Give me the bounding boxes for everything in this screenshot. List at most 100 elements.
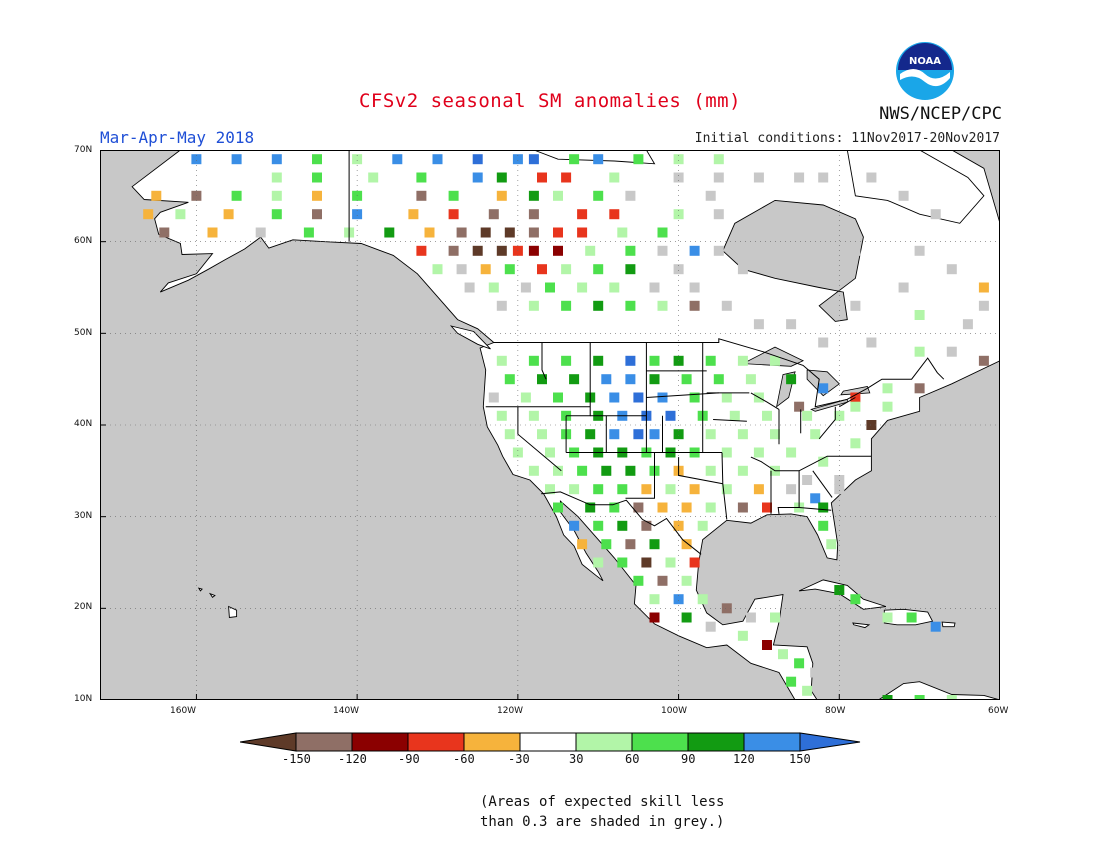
border-line (541, 491, 702, 555)
lon-label-140w: 140W (333, 706, 360, 716)
anomaly-cell (914, 310, 925, 320)
anomaly-cell (930, 209, 941, 220)
legend-swatch (631, 732, 689, 752)
anomaly-cell (946, 264, 957, 275)
anomaly-cell (930, 621, 941, 632)
anomaly-cell (866, 420, 877, 430)
agency-label: NWS/NCEP/CPC (879, 104, 1002, 124)
anomaly-cell (504, 374, 515, 385)
border-line (625, 452, 655, 499)
anomaly-cell (488, 209, 499, 220)
anomaly-cell (713, 172, 724, 183)
anomaly-cell (312, 172, 322, 183)
anomaly-cell (528, 355, 539, 366)
anomaly-cell (689, 484, 700, 495)
anomaly-cell (593, 355, 604, 366)
anomaly-cell (633, 575, 644, 586)
anomaly-cell (681, 502, 692, 513)
map-frame (100, 150, 1000, 700)
anomaly-cell (770, 429, 780, 440)
legend-arrow-left (240, 732, 297, 752)
legend-label: -30 (508, 752, 530, 766)
anomaly-cell (496, 245, 507, 256)
anomaly-cell (753, 172, 764, 183)
anomaly-cell (681, 374, 692, 385)
anomaly-cell (818, 456, 829, 467)
anomaly-cell (231, 154, 242, 165)
anomaly-cell (545, 484, 555, 495)
anomaly-cell (786, 447, 797, 458)
anomaly-cell (496, 300, 507, 311)
border-line (713, 419, 747, 422)
landmass (228, 605, 238, 619)
anomaly-cell (665, 410, 676, 421)
border-line (493, 338, 945, 408)
anomaly-cell (657, 575, 668, 586)
anomaly-cell (818, 172, 829, 183)
anomaly-cell (207, 227, 218, 238)
anomaly-cell (472, 154, 483, 165)
anomaly-cell (850, 245, 861, 256)
border-line (750, 455, 872, 472)
anomaly-cell (850, 438, 861, 449)
anomaly-cell (802, 685, 813, 696)
anomaly-cell (641, 520, 652, 531)
anomaly-cell (657, 392, 668, 403)
anomaly-cell (464, 282, 475, 293)
anomaly-cell (528, 154, 539, 165)
anomaly-cell (834, 484, 845, 495)
legend-label: -90 (398, 752, 420, 766)
anomaly-cell (512, 447, 523, 458)
anomaly-cell (649, 539, 660, 550)
anomaly-cell (617, 557, 628, 568)
anomaly-cell (657, 245, 668, 256)
anomaly-cell (408, 209, 419, 220)
anomaly-cell (633, 429, 644, 440)
skill-note-line1: (Areas of expected skill less (480, 794, 725, 810)
anomaly-cell (569, 374, 580, 385)
anomaly-cell (705, 429, 716, 440)
anomaly-cell (850, 300, 861, 311)
anomaly-cell (753, 484, 764, 495)
anomaly-cell (593, 190, 604, 201)
anomaly-cell (721, 603, 732, 614)
border-line (799, 507, 832, 511)
anomaly-cell (713, 245, 724, 256)
anomaly-cell (553, 245, 563, 256)
anomaly-cell (681, 612, 692, 623)
landmass (208, 592, 216, 598)
anomaly-cell (368, 172, 379, 183)
anomaly-cell (633, 392, 644, 403)
anomaly-cell (770, 355, 780, 366)
anomaly-cell (617, 484, 628, 495)
anomaly-cell (625, 245, 636, 256)
anomaly-cell (151, 190, 162, 201)
anomaly-cell (850, 594, 861, 605)
border-line (678, 457, 723, 485)
anomaly-cell (818, 520, 829, 531)
anomaly-cell (223, 209, 234, 220)
anomaly-cell (312, 154, 322, 165)
anomaly-cell (432, 264, 443, 275)
legend-label: -60 (453, 752, 475, 766)
anomaly-cell (689, 245, 700, 256)
skill-note: (Areas of expected skill less than 0.3 a… (480, 792, 724, 832)
anomaly-cell (633, 502, 644, 513)
landmass (862, 681, 1000, 700)
anomaly-cell (271, 190, 282, 201)
anomaly-cell (569, 154, 580, 165)
anomaly-cell (914, 245, 925, 256)
anomaly-cell (882, 695, 893, 700)
anomaly-cell (601, 465, 612, 476)
anomaly-cell (432, 154, 443, 165)
anomaly-cell (384, 227, 395, 238)
anomaly-cell (448, 209, 459, 220)
anomaly-cell (255, 227, 266, 238)
noaa-logo-text: NOAA (909, 56, 941, 67)
anomaly-cell (352, 154, 363, 165)
legend-swatch (295, 732, 353, 752)
anomaly-cell (617, 520, 628, 531)
anomaly-cell (882, 401, 893, 412)
anomaly-cell (553, 465, 563, 476)
anomaly-cell (625, 264, 636, 275)
